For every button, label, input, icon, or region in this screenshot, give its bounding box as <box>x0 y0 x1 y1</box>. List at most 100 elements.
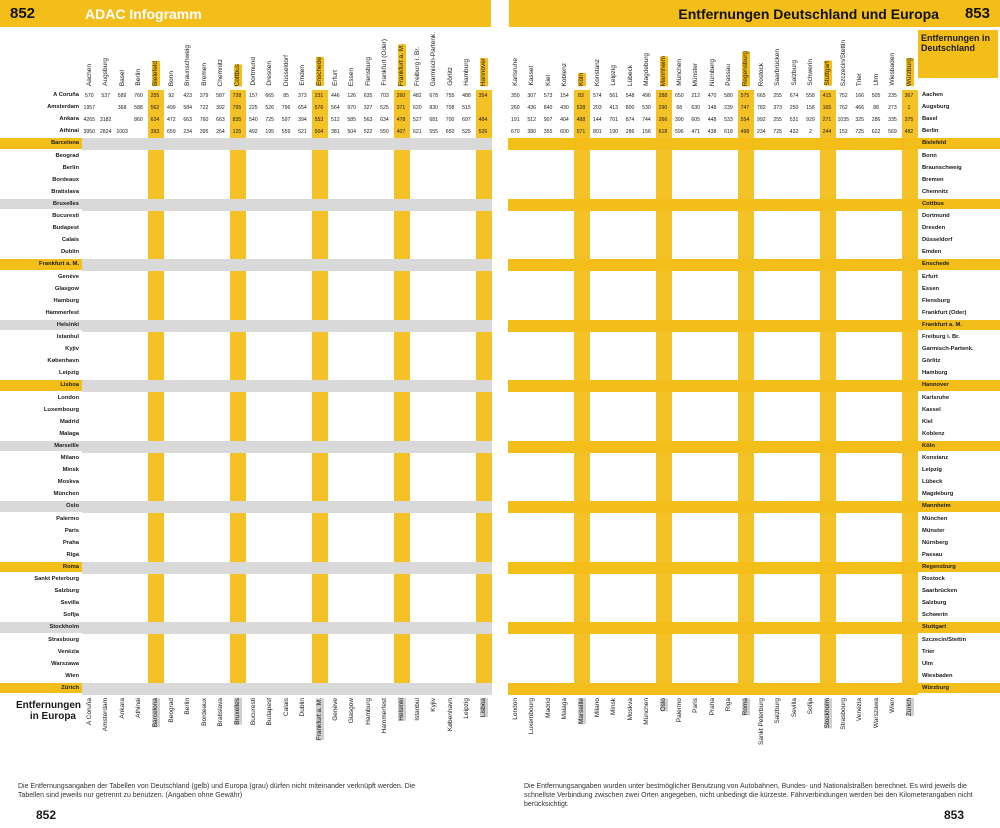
distance-cell: 367 <box>904 93 914 99</box>
row-label: Rostock <box>922 576 945 582</box>
column-header: Chemnitz <box>217 58 225 86</box>
distance-cell: 260 <box>396 93 406 99</box>
row-label: Cottbus <box>922 200 944 207</box>
distance-cell: 92 <box>168 93 175 99</box>
column-header: Istanbul <box>414 698 421 721</box>
row-label: Kyjiv <box>65 346 79 353</box>
distance-cell: 571 <box>576 129 586 136</box>
distance-cell: 2824 <box>99 129 112 136</box>
distance-cell: 620 <box>412 105 422 112</box>
row-label: Schwerin <box>922 612 948 619</box>
column-header: Mannheim <box>659 55 668 86</box>
page-title: Entfernungen Deutschland und Europa <box>678 5 939 22</box>
row-label: Erfurt <box>922 273 938 280</box>
distance-cell: 504 <box>314 129 324 136</box>
row-band <box>0 440 82 452</box>
distance-cell: 154 <box>560 93 569 99</box>
distance-cell: 564 <box>330 105 340 112</box>
distance-cell: 290 <box>658 105 668 112</box>
row-label: Salzburg <box>54 588 79 595</box>
distance-cell: 466 <box>855 105 865 112</box>
row-label: Barcelona <box>50 140 79 147</box>
row-label: Lisboa <box>60 382 79 389</box>
distance-cell: 530 <box>642 105 651 112</box>
column-header: Warszawa <box>872 698 880 729</box>
distance-cell: 231 <box>314 93 324 99</box>
row-band <box>918 380 1000 391</box>
column-header: Szczecin/Stettin <box>840 39 847 86</box>
row-label: Flensburg <box>922 297 951 304</box>
distance-cell: 663 <box>216 117 225 124</box>
row-label: Bielefeld <box>922 140 947 147</box>
row-label: Stuttgart <box>922 624 947 631</box>
distance-cell: 482 <box>904 129 914 136</box>
distance-cell: 392 <box>216 105 225 112</box>
distance-cell: 515 <box>462 105 471 112</box>
distance-cell: 703 <box>380 93 389 99</box>
distance-cell: 795 <box>232 105 242 112</box>
row-label: Nürnberg <box>922 539 949 546</box>
column-header: Wien <box>889 698 897 713</box>
bottom-column-headers-right: London Luxembourg Madrid Malaga Marseille Mil… <box>508 696 918 748</box>
distance-cell: 148 <box>707 105 717 112</box>
distance-cell: 190 <box>609 129 619 136</box>
distance-cell: 505 <box>871 93 881 99</box>
distance-cell: 354 <box>478 93 488 99</box>
column-header: Dortmund <box>250 57 257 86</box>
row-band <box>0 319 82 331</box>
row-label: Ulm <box>922 660 933 667</box>
column-header: Basel <box>118 69 126 86</box>
distance-cell: 548 <box>625 93 635 99</box>
footer-page-number-left: 852 <box>36 808 57 822</box>
column-header: Würzburg <box>905 57 914 86</box>
row-label: Regensburg <box>922 563 956 570</box>
europe-row-labels: A Coruña Amsterdam Ankara Athinai Barcelona B… <box>0 90 82 696</box>
distance-cell: 335 <box>888 117 897 124</box>
distance-cell: 368 <box>117 105 127 112</box>
row-label: Malaga <box>59 430 79 437</box>
row-label: Budapest <box>52 225 79 232</box>
column-header: Oslo <box>659 698 668 712</box>
distance-cell: 373 <box>773 105 783 112</box>
row-label: Genève <box>58 273 79 280</box>
distance-cell: 528 <box>576 105 586 112</box>
distance-cell: 618 <box>724 129 733 136</box>
column-header: Hamburg <box>463 59 471 86</box>
distance-cell: 355 <box>543 129 553 136</box>
column-header: Bucuresti <box>250 698 257 726</box>
row-band <box>0 561 82 573</box>
column-header: Passau <box>725 64 733 86</box>
row-label: Braunschweig <box>922 164 962 171</box>
distance-cell: 244 <box>822 129 832 136</box>
distance-cell: 430 <box>560 105 569 112</box>
distance-cell: 526 <box>478 129 488 136</box>
distance-cell: 584 <box>183 105 193 112</box>
distance-cell: 561 <box>609 93 619 99</box>
distance-cell: 350 <box>510 93 520 99</box>
distance-cell: 488 <box>462 93 471 99</box>
column-header: Hamburg <box>364 698 372 725</box>
distance-cell: 488 <box>576 117 586 124</box>
row-stripe <box>508 682 918 695</box>
distance-cell: 371 <box>396 105 406 112</box>
row-label: Venézia <box>57 648 79 655</box>
distance-cell: 482 <box>412 93 422 99</box>
distance-cell: 203 <box>592 105 602 112</box>
column-header: Braunschweig <box>184 45 192 86</box>
row-stripe <box>82 259 492 272</box>
row-label: Riga <box>66 551 79 558</box>
distance-cell: 527 <box>412 117 422 124</box>
column-header: Essen <box>348 67 356 86</box>
distance-cell: 600 <box>560 129 569 136</box>
row-label: Bonn <box>922 152 937 159</box>
distance-cell: 158 <box>806 105 815 112</box>
distance-cell: 327 <box>363 105 373 112</box>
column-header: Athinai <box>135 698 143 718</box>
column-header: Bruxelles <box>233 698 242 725</box>
distance-cell: 576 <box>314 105 324 112</box>
distance-cell: 394 <box>298 117 307 124</box>
germany-table-label: Entfernungen in Deutschland <box>918 30 998 78</box>
row-label: Essen <box>922 285 940 292</box>
row-band <box>0 138 82 149</box>
infogram-title: ADAC Infogramm <box>85 5 202 22</box>
